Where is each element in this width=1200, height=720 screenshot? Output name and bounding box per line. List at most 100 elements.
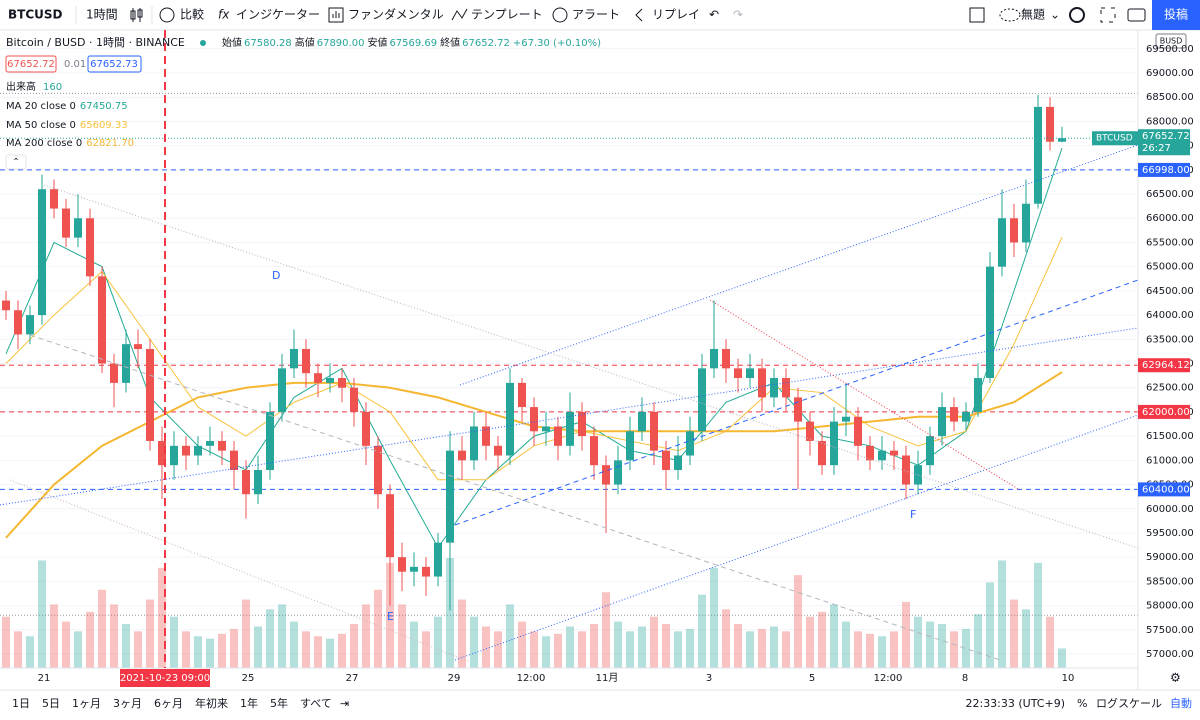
toolbar-item[interactable]: インジケーター xyxy=(236,8,320,22)
trend-line xyxy=(454,279,1139,526)
ma-value: 65609.33 xyxy=(80,120,128,131)
volume-bar xyxy=(170,616,178,668)
candle-body xyxy=(782,378,790,398)
template-icon[interactable] xyxy=(451,8,468,21)
candle-body xyxy=(818,440,826,466)
volume-bar xyxy=(662,624,670,668)
snapshot-icon[interactable] xyxy=(1127,8,1146,22)
volume-bar xyxy=(806,616,814,668)
range-button[interactable]: 3ヶ月 xyxy=(113,697,142,710)
candle-body xyxy=(902,455,910,485)
y-tick-label: 61500.00 xyxy=(1146,431,1194,442)
dropdown[interactable]: ⌄ xyxy=(1050,8,1060,22)
x-tick-label: 12:00 xyxy=(517,673,546,684)
y-tick-label: 69000.00 xyxy=(1146,68,1194,79)
range-button[interactable]: 5年 xyxy=(270,696,288,710)
range-button[interactable]: すべて xyxy=(300,697,332,710)
collapse-button[interactable] xyxy=(5,154,27,170)
fullscreen-icon[interactable] xyxy=(1100,7,1116,23)
cloud-icon[interactable] xyxy=(999,8,1021,22)
candle-body xyxy=(62,208,70,238)
volume-bar xyxy=(734,624,742,668)
volume-bar xyxy=(1010,599,1018,668)
candle-body xyxy=(854,416,862,446)
volume-bar xyxy=(650,616,658,668)
replay-icon[interactable] xyxy=(635,8,643,22)
volume-bar xyxy=(446,558,454,668)
log-toggle[interactable]: ログスケール xyxy=(1096,696,1162,710)
price-line-box xyxy=(1138,404,1190,419)
volume-bar xyxy=(626,631,634,668)
undo[interactable]: ↶ xyxy=(709,8,719,22)
indicator-icon[interactable]: fx xyxy=(218,8,230,22)
range-button[interactable]: 6ヶ月 xyxy=(154,697,183,710)
range-button[interactable]: 5日 xyxy=(42,697,60,710)
range-button[interactable]: 1年 xyxy=(240,696,258,710)
publish-button[interactable] xyxy=(1152,0,1200,30)
volume-bar xyxy=(794,575,802,668)
volume-bar xyxy=(926,621,934,668)
volume-bar xyxy=(242,599,250,668)
toolbar-item[interactable]: ファンダメンタル xyxy=(348,7,444,22)
symbol[interactable]: BTCUSD xyxy=(8,8,63,22)
toolbar-item[interactable]: アラート xyxy=(572,8,620,22)
toolbar-item[interactable]: テンプレート xyxy=(471,8,543,22)
y-tick-label: 57500.00 xyxy=(1146,625,1194,636)
goto-date[interactable]: ⇥ xyxy=(340,697,349,710)
volume-bar xyxy=(938,624,946,668)
candle-body xyxy=(386,494,394,558)
candle-body xyxy=(374,445,382,495)
candle-body xyxy=(314,373,322,383)
publish-label[interactable]: 投稿 xyxy=(1164,7,1188,22)
axis-settings[interactable]: ⚙ xyxy=(1170,671,1181,685)
compare-icon[interactable] xyxy=(159,7,175,23)
x-tick-label: 12:00 xyxy=(874,673,903,684)
range-button[interactable]: 年初来 xyxy=(195,696,228,710)
ask: 67652.73 xyxy=(90,59,138,70)
candle-body xyxy=(230,450,238,471)
candle-body xyxy=(278,368,286,412)
y-tick-label: 58000.00 xyxy=(1146,601,1194,612)
collapse-icon[interactable]: ⌃ xyxy=(12,158,20,168)
last-price-box xyxy=(1138,129,1190,156)
layout-icon[interactable] xyxy=(969,7,985,23)
volume-bar xyxy=(1022,609,1030,668)
volume-bar xyxy=(194,636,202,668)
candle-body xyxy=(554,426,562,446)
auto-toggle[interactable]: 自動 xyxy=(1170,696,1192,710)
y-tick-label: 57000.00 xyxy=(1146,649,1194,660)
volume-label: 出来高 xyxy=(6,80,36,93)
candle-body xyxy=(890,450,898,456)
percent-toggle[interactable]: % xyxy=(1077,697,1087,710)
ma-value: 62821.70 xyxy=(86,138,134,149)
volume-bar xyxy=(962,628,970,668)
toolbar-item[interactable]: リプレイ xyxy=(652,8,700,22)
volume-bar xyxy=(482,626,490,668)
volume-bar xyxy=(518,621,526,668)
redo[interactable]: ↷ xyxy=(733,8,743,22)
candle-body xyxy=(26,315,34,335)
toolbar-item[interactable]: 比較 xyxy=(180,7,204,22)
y-tick-label: 68500.00 xyxy=(1146,92,1194,103)
volume-bar xyxy=(470,616,478,668)
interval[interactable]: 1時間 xyxy=(86,8,118,22)
trend-line xyxy=(43,184,1139,549)
layout-name[interactable]: 無題 xyxy=(1021,7,1045,22)
fundamental-icon[interactable] xyxy=(328,7,344,23)
x-tick-label: 10 xyxy=(1062,673,1075,684)
volume-bar xyxy=(326,638,334,668)
candle-body xyxy=(86,218,94,277)
candle-body xyxy=(290,348,298,369)
trend-line xyxy=(709,299,1021,491)
range-button[interactable]: 1ヶ月 xyxy=(72,697,101,710)
volume-bar xyxy=(14,631,22,668)
volume-bar xyxy=(746,631,754,668)
volume-bar xyxy=(110,604,118,668)
candle-body xyxy=(926,436,934,466)
alert-icon[interactable] xyxy=(552,7,568,23)
settings-icon[interactable] xyxy=(1069,7,1085,23)
chart-type-icon[interactable] xyxy=(130,8,143,22)
candle-body xyxy=(182,445,190,456)
legend-title: Bitcoin / BUSD · 1時間 · BINANCE xyxy=(6,36,185,49)
range-button[interactable]: 1日 xyxy=(12,697,30,710)
